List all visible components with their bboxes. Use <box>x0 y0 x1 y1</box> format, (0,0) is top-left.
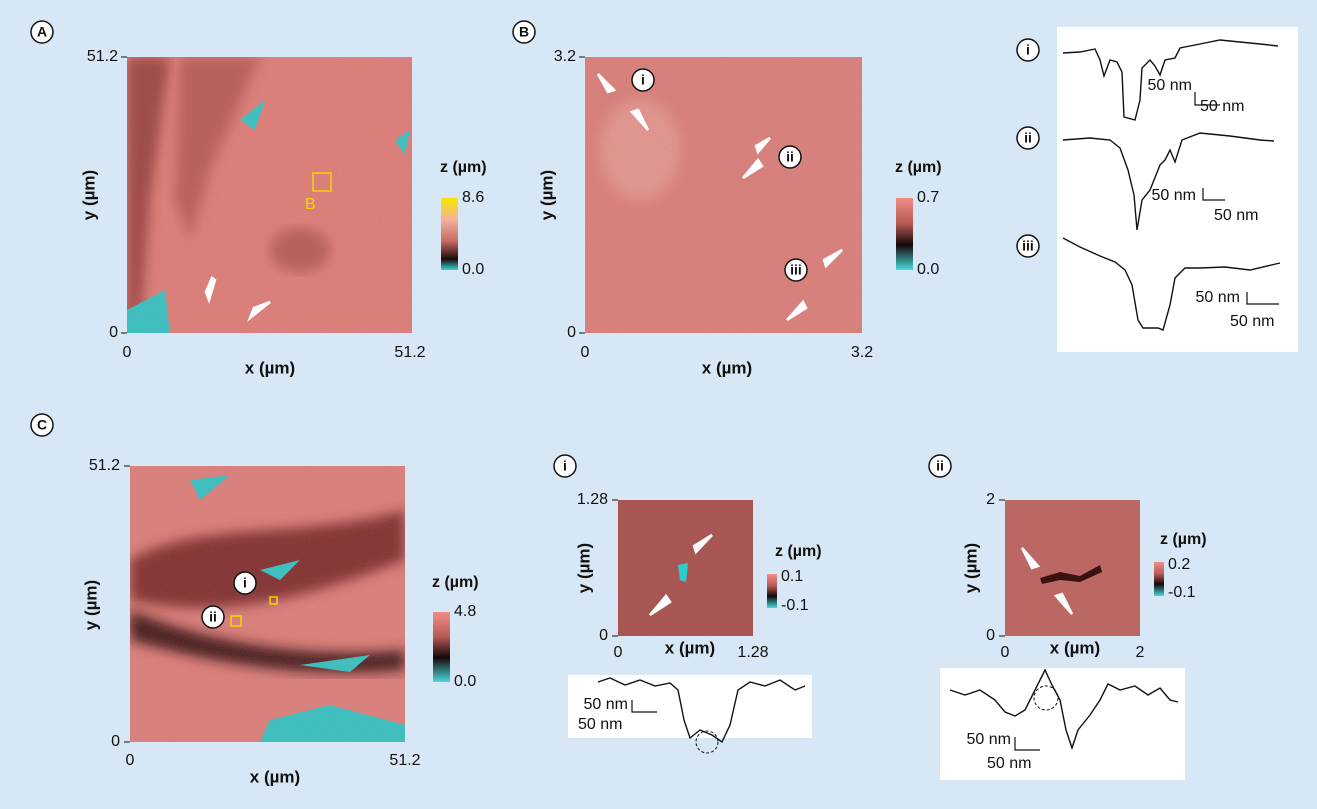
scale-vertical: 50 nm <box>1152 187 1196 204</box>
y-tick-label: 0 <box>109 324 118 341</box>
panel-c: C i ii 51.2 0 0 51.2 x (µm) y (µm) z (µm… <box>31 414 479 786</box>
panel-label: B <box>519 24 529 40</box>
colorbar-title: z (µm) <box>775 543 822 560</box>
inset-c-ii: ii 2 0 0 2 x (µm) y (µm) z (µm) 0.2 -0.1… <box>929 455 1207 780</box>
colorbar-min: 0.0 <box>454 673 476 690</box>
x-tick-label: 3.2 <box>851 344 873 361</box>
scale-vertical: 50 nm <box>584 696 628 713</box>
colorbar-max: 0.2 <box>1168 556 1190 573</box>
colorbar-title: z (µm) <box>432 574 479 591</box>
x-tick-label: 0 <box>126 752 135 769</box>
scale-horizontal: 50 nm <box>1230 313 1274 330</box>
figure: A B 51.2 0 0 51.2 x (µm) y (µm) z (µm) 8… <box>0 0 1317 809</box>
x-axis-label: x (µm) <box>1050 638 1100 657</box>
scale-horizontal: 50 nm <box>1214 207 1258 224</box>
marker-label: iii <box>790 262 802 278</box>
region-label: B <box>305 196 316 213</box>
y-tick-label: 3.2 <box>554 48 576 65</box>
colorbar-min: 0.0 <box>462 261 484 278</box>
x-tick-label: 0 <box>1001 644 1010 661</box>
colorbar-min: -0.1 <box>1168 584 1196 601</box>
profile-box <box>940 668 1185 780</box>
colorbar-max: 0.7 <box>917 189 939 206</box>
colorbar-min: 0.0 <box>917 261 939 278</box>
panel-label: C <box>37 417 47 433</box>
colorbar-title: z (µm) <box>1160 531 1207 548</box>
y-axis-label: y (µm) <box>961 543 980 593</box>
y-tick-label: 0 <box>567 324 576 341</box>
shape <box>127 57 412 333</box>
marker-label: ii <box>209 609 217 625</box>
inset-label: ii <box>936 458 944 474</box>
x-tick-label: 0 <box>581 344 590 361</box>
y-tick-label: 51.2 <box>89 457 120 474</box>
y-axis-label: y (µm) <box>79 170 98 220</box>
marker-label: ii <box>786 149 794 165</box>
colorbar-min: -0.1 <box>781 597 809 614</box>
inset-label: i <box>563 458 567 474</box>
panel-b: B i ii iii 3.2 0 0 3.2 x (µm) y (µm) z (… <box>513 21 942 377</box>
x-tick-label: 2 <box>1136 644 1145 661</box>
x-axis-label: x (µm) <box>702 358 752 377</box>
y-tick-label: 0 <box>599 627 608 644</box>
inset-c-i: i 1.28 0 0 1.28 x (µm) y (µm) z (µm) 0.1… <box>554 455 822 753</box>
y-tick-label: 2 <box>986 491 995 508</box>
scale-horizontal: 50 nm <box>1200 98 1244 115</box>
y-tick-label: 0 <box>986 627 995 644</box>
profiles-b: i 50 nm 50 nm ii 50 nm 50 nm iii 50 nm 5… <box>1017 27 1298 352</box>
colorbar <box>433 612 450 682</box>
profile-label: iii <box>1022 238 1034 254</box>
panel-a: A B 51.2 0 0 51.2 x (µm) y (µm) z (µm) 8… <box>31 21 487 377</box>
colorbar <box>1154 562 1164 596</box>
afm-image <box>130 466 405 742</box>
afm-texture <box>1005 500 1140 636</box>
x-axis-label: x (µm) <box>250 767 300 786</box>
x-axis-label: x (µm) <box>665 638 715 657</box>
scale-vertical: 50 nm <box>967 731 1011 748</box>
y-axis-label: y (µm) <box>574 543 593 593</box>
colorbar-max: 0.1 <box>781 568 803 585</box>
x-tick-label: 0 <box>614 644 623 661</box>
y-tick-label: 1.28 <box>577 491 608 508</box>
x-axis-label: x (µm) <box>245 358 295 377</box>
colorbar-max: 4.8 <box>454 603 476 620</box>
x-tick-label: 1.28 <box>737 644 768 661</box>
y-axis-label: y (µm) <box>81 580 100 630</box>
x-tick-label: 51.2 <box>389 752 420 769</box>
y-axis-label: y (µm) <box>537 170 556 220</box>
shape <box>130 466 405 742</box>
marker-label: i <box>641 72 645 88</box>
colorbar <box>896 198 913 270</box>
scale-horizontal: 50 nm <box>987 755 1031 772</box>
scale-vertical: 50 nm <box>1148 77 1192 94</box>
y-tick-label: 0 <box>111 733 120 750</box>
colorbar-max: 8.6 <box>462 189 484 206</box>
marker-label: i <box>243 575 247 591</box>
colorbar-title: z (µm) <box>895 159 942 176</box>
x-tick-label: 51.2 <box>394 344 425 361</box>
scale-vertical: 50 nm <box>1196 289 1240 306</box>
colorbar-title: z (µm) <box>440 159 487 176</box>
profile-label: ii <box>1024 130 1032 146</box>
x-tick-label: 0 <box>123 344 132 361</box>
panel-label: A <box>37 24 47 40</box>
afm-image <box>127 57 412 333</box>
scale-horizontal: 50 nm <box>578 716 622 733</box>
afm-texture <box>585 57 862 333</box>
colorbar <box>767 574 777 608</box>
colorbar <box>441 198 458 270</box>
profile-label: i <box>1026 42 1030 58</box>
y-tick-label: 51.2 <box>87 48 118 65</box>
